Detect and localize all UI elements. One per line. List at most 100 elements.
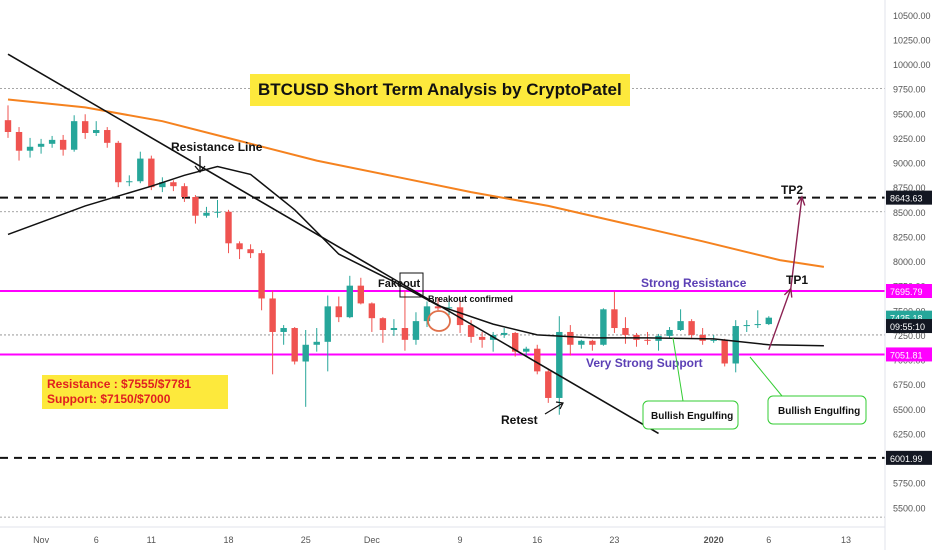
candle-body [137, 158, 144, 182]
candle [258, 250, 265, 311]
candle-body [401, 328, 409, 340]
callout-box [642, 400, 739, 430]
price-marker [886, 284, 932, 299]
breakout-label: Breakout confirmed [428, 294, 513, 304]
tp2-label: TP2 [781, 183, 803, 197]
tp2-arrowhead [796, 195, 806, 206]
candle [368, 302, 376, 332]
candle [181, 183, 188, 202]
candle-body [699, 334, 706, 341]
candle-body [4, 120, 12, 132]
candle-body [765, 317, 772, 325]
candle-body [523, 348, 530, 352]
candle [567, 325, 574, 356]
candle-body [170, 182, 177, 187]
y-tick-label: 9250.00 [893, 134, 926, 144]
candle [324, 295, 331, 372]
strong-resistance-label: Strong Resistance [641, 276, 747, 290]
price-marker [886, 190, 932, 205]
candle-body [26, 146, 34, 151]
candle-body [677, 321, 684, 330]
candle-body [688, 321, 695, 335]
price-marker-label: 6001.99 [890, 454, 923, 464]
x-tick-label: 9 [458, 535, 463, 545]
candle-body [368, 303, 376, 319]
candle-body [743, 325, 750, 327]
very-strong-support-label: Very Strong Support [586, 356, 703, 370]
candle [401, 290, 409, 351]
candle-body [15, 131, 23, 151]
candle [666, 327, 673, 338]
candle-body [70, 121, 78, 150]
candle [511, 331, 519, 357]
candle-body [434, 306, 442, 309]
resistance-line-label: Resistance Line [171, 140, 263, 154]
candle [59, 134, 67, 156]
candle-body [611, 309, 618, 329]
candle-body [379, 318, 387, 330]
candle-body [203, 212, 210, 216]
candle [456, 296, 464, 333]
candle-body [181, 186, 188, 198]
x-tick-label: 25 [301, 535, 311, 545]
candle-body [104, 130, 111, 143]
y-tick-label: 10500.00 [893, 11, 931, 21]
candle [170, 180, 177, 192]
candle-body [556, 331, 563, 398]
y-tick-label: 8250.00 [893, 232, 926, 242]
candle [37, 138, 45, 154]
retest-arrow [544, 401, 564, 415]
candle-body [214, 211, 221, 213]
y-tick-label: 7250.00 [893, 331, 926, 341]
y-tick-label: 9500.00 [893, 109, 926, 119]
candle [390, 319, 398, 336]
candle-body [93, 130, 100, 133]
candle [302, 329, 309, 407]
x-tick-label: 6 [94, 535, 99, 545]
candle [148, 155, 155, 191]
candle-body [280, 328, 287, 332]
candle [335, 296, 342, 323]
price-marker [886, 450, 932, 465]
candle [214, 199, 221, 218]
resistance-trendline [7, 53, 659, 435]
fakeout-box [399, 272, 424, 298]
candle [269, 290, 276, 375]
candle [15, 127, 23, 161]
candle [192, 195, 199, 224]
x-tick-label: 6 [766, 535, 771, 545]
y-tick-label: 10000.00 [893, 60, 931, 70]
candle-body [534, 348, 541, 372]
callout-box [767, 395, 867, 425]
candle-body [567, 331, 574, 345]
price-marker [886, 347, 932, 362]
candle-body [269, 298, 276, 332]
candle-body [423, 306, 431, 322]
candle-body [412, 321, 420, 340]
resistance-arrow [194, 156, 206, 174]
retest-label: Retest [501, 413, 538, 427]
candle-body [48, 139, 56, 144]
candle-body [710, 339, 717, 341]
candle-body [236, 243, 243, 250]
candle-body [324, 306, 331, 342]
candle-body [302, 344, 309, 362]
candle [48, 135, 56, 148]
candle [4, 105, 12, 138]
candle [126, 175, 133, 187]
x-tick-label: 2020 [704, 535, 724, 545]
chart-title-box: BTCUSD Short Term Analysis by CryptoPate… [250, 74, 630, 106]
candle [578, 339, 585, 349]
candle [754, 310, 761, 329]
bullish-engulfing-label-2: Bullish Engulfing [778, 406, 860, 417]
y-tick-label: 8500.00 [893, 208, 926, 218]
candle-body [148, 158, 155, 188]
candle-body [357, 285, 365, 304]
candle [70, 115, 78, 152]
candle [434, 297, 442, 311]
candle [622, 317, 629, 344]
price-marker-label: 7425.18 [890, 314, 923, 324]
resistance-note: Resistance : $7555/$7781 [47, 377, 192, 391]
candle [280, 325, 287, 345]
